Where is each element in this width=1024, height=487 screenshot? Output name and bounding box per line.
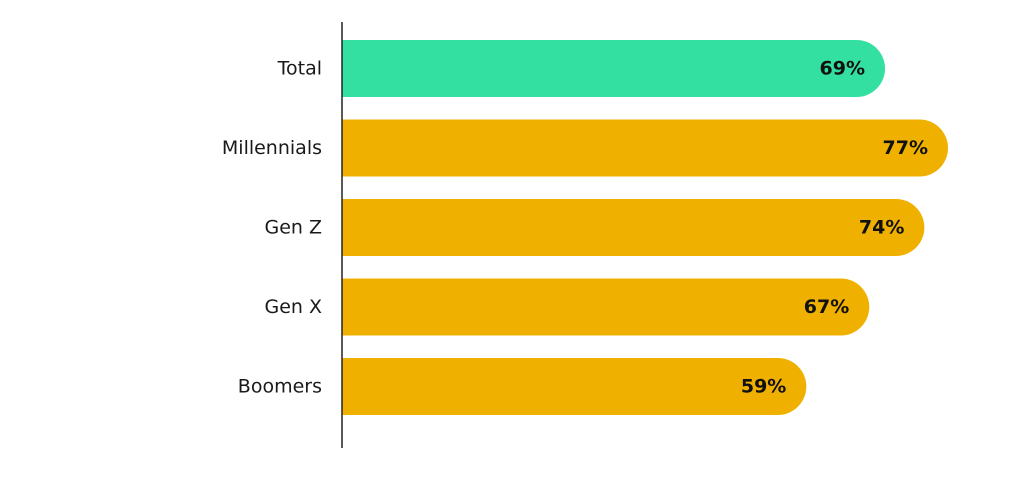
category-label-boomers: Boomers — [238, 376, 322, 398]
value-label-boomers: 59% — [741, 376, 786, 398]
bar-boomers — [342, 358, 807, 415]
bar-gen-z — [342, 199, 925, 256]
bar-total — [342, 40, 886, 97]
category-label-millennials: Millennials — [222, 137, 322, 159]
value-label-millennials: 77% — [883, 137, 928, 159]
category-labels: Total Millennials Gen Z Gen X Boomers — [222, 58, 322, 398]
value-label-gen-x: 67% — [804, 296, 849, 318]
category-label-gen-x: Gen X — [264, 296, 322, 318]
category-label-gen-z: Gen Z — [264, 217, 322, 239]
value-labels: 69% 77% 74% 67% 59% — [741, 58, 928, 398]
bar-millennials — [342, 119, 948, 177]
value-label-gen-z: 74% — [859, 217, 904, 239]
value-label-total: 69% — [820, 58, 865, 80]
bar-gen-x — [342, 278, 870, 336]
bars-layer — [342, 40, 948, 415]
category-label-total: Total — [277, 58, 322, 80]
